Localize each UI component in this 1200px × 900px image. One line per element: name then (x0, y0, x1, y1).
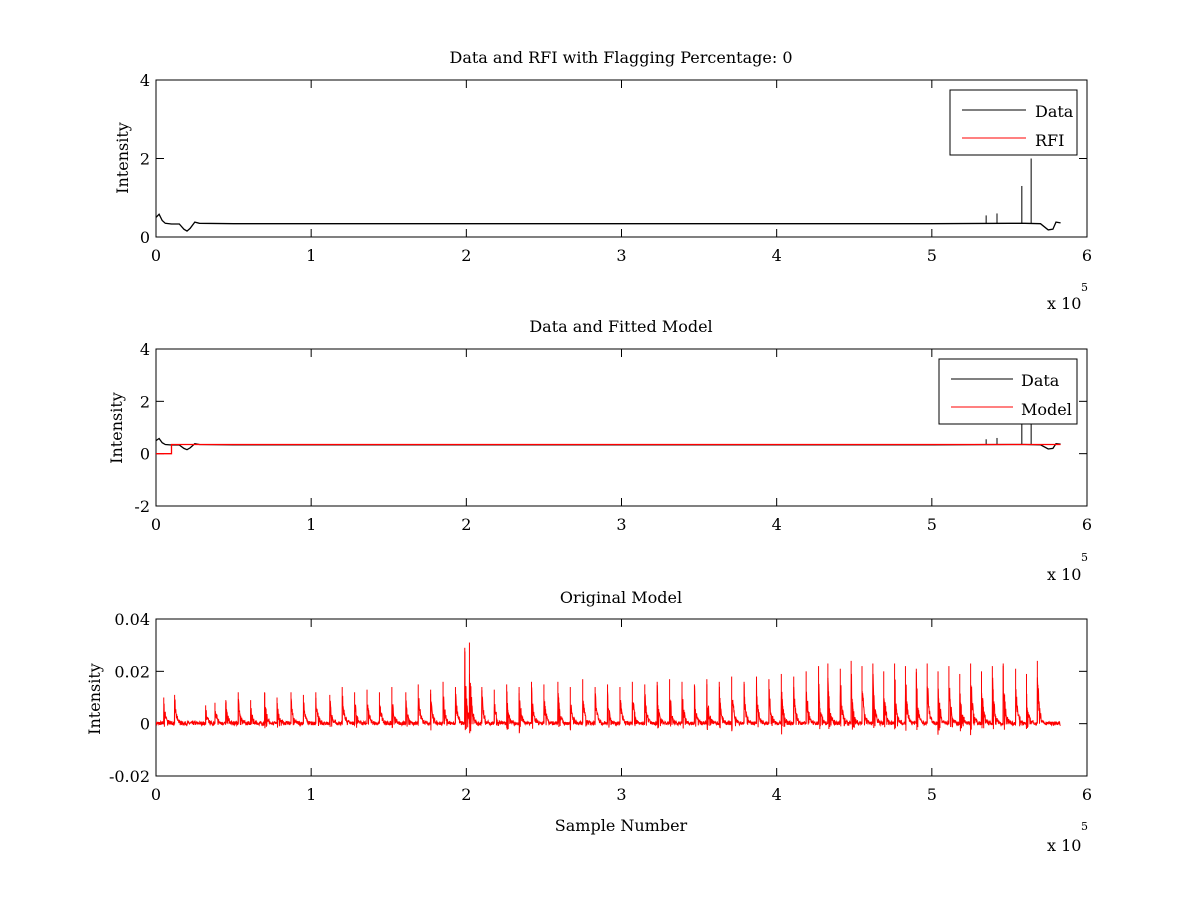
y-tick-label: 0.02 (114, 662, 150, 681)
legend-box (938, 358, 1078, 425)
panel-1-x-multiplier-exponent: 5 (1081, 281, 1088, 294)
plot-area (156, 158, 1061, 232)
y-tick-label: 2 (140, 392, 150, 411)
legend-label-data: Data (1021, 371, 1060, 390)
legend-label-model: Model (1021, 400, 1072, 419)
y-tick-label: 0 (140, 445, 150, 464)
panel-1-ylabel: Intensity (113, 122, 132, 194)
y-tick-label: -2 (134, 497, 150, 516)
x-tick-label: 0 (151, 246, 161, 265)
x-tick-label: 6 (1082, 785, 1092, 804)
x-tick-label: 3 (616, 785, 626, 804)
panel-3-title: Original Model (560, 588, 682, 607)
y-tick-label: 0 (140, 228, 150, 247)
series-model-line (156, 443, 1061, 455)
panel-2-legend: Data Model (938, 358, 1078, 425)
y-tick-label: 0.04 (114, 610, 150, 629)
panel-2: Data and Fitted Model Intensity 0 1 2 3 4 5 6 -… (107, 317, 1092, 584)
panel-3-x-multiplier-exponent: 5 (1081, 820, 1088, 833)
x-tick-label: 6 (1082, 515, 1092, 534)
x-tick-label: 5 (927, 515, 937, 534)
y-tick-label: 4 (140, 71, 150, 90)
x-tick-label: 4 (772, 785, 782, 804)
y-tick-label: 0 (140, 715, 150, 734)
panel-1: Data and RFI with Flagging Percentage: 0… (113, 48, 1092, 313)
panel-1-plot: 0 1 2 3 4 5 6 0 2 4 (140, 71, 1092, 265)
plot-area (156, 642, 1061, 736)
panel-3-ylabel: Intensity (85, 663, 104, 735)
series-original-model-line (156, 651, 1061, 736)
panel-1-x-multiplier: x 10 (1047, 294, 1081, 313)
x-tick-label: 5 (927, 246, 937, 265)
series-data-line (156, 213, 1061, 232)
x-tick-label: 3 (616, 246, 626, 265)
panel-2-ylabel: Intensity (107, 392, 126, 464)
x-tick-label: 3 (616, 515, 626, 534)
x-tick-label: 2 (461, 515, 471, 534)
y-tick-label: 2 (140, 150, 150, 169)
y-tick-label: -0.02 (109, 767, 150, 786)
x-tick-label: 4 (772, 515, 782, 534)
panel-3-xlabel: Sample Number (555, 816, 688, 835)
x-tick-label: 5 (927, 785, 937, 804)
legend-label-data: Data (1035, 102, 1074, 121)
x-tick-label: 0 (151, 785, 161, 804)
x-tick-label: 6 (1082, 246, 1092, 265)
panel-2-x-multiplier-exponent: 5 (1081, 551, 1088, 564)
x-tick-label: 1 (306, 515, 316, 534)
x-tick-label: 2 (461, 785, 471, 804)
panel-3: Original Model Intensity 0 1 2 3 4 5 6-0.0200.… (85, 588, 1092, 855)
panel-1-legend: Data RFI (949, 89, 1078, 156)
panel-1-title: Data and RFI with Flagging Percentage: 0 (449, 48, 792, 67)
panel-2-title: Data and Fitted Model (529, 317, 712, 336)
legend-label-rfi: RFI (1035, 131, 1064, 150)
x-tick-label: 4 (772, 246, 782, 265)
panel-2-x-multiplier: x 10 (1047, 565, 1081, 584)
x-tick-label: 2 (461, 246, 471, 265)
panel-3-x-multiplier: x 10 (1047, 836, 1081, 855)
legend-box (949, 89, 1078, 156)
x-tick-label: 1 (306, 246, 316, 265)
x-tick-label: 0 (151, 515, 161, 534)
y-tick-label: 4 (140, 340, 150, 359)
x-tick-label: 1 (306, 785, 316, 804)
